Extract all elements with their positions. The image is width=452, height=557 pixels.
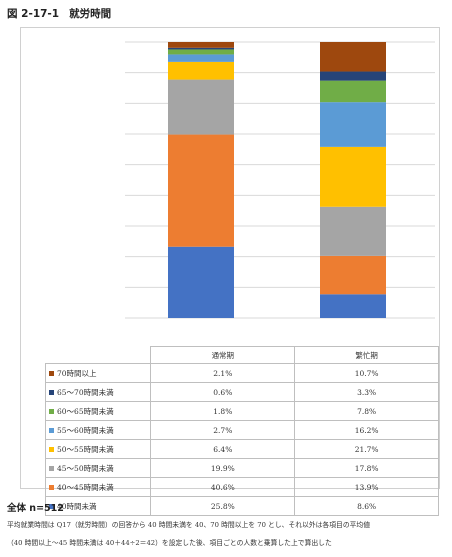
legend-label: 55～60時間未満	[57, 425, 114, 435]
legend-label: 65～70時間未満	[57, 387, 114, 397]
legend-swatch	[49, 428, 54, 433]
legend-entry: 40～45時間未満	[44, 477, 152, 497]
data-label: 19.9%	[150, 458, 296, 478]
bar-segment	[320, 42, 386, 72]
data-label: 3.3%	[294, 382, 439, 402]
legend-swatch	[49, 371, 54, 376]
category-label: 通常期	[150, 346, 296, 364]
bar-segment	[320, 71, 386, 81]
legend-swatch	[49, 447, 54, 452]
table-row: 45～50時間未満 19.9% 17.8%	[44, 458, 439, 478]
table-corner	[45, 346, 152, 364]
table-row: 50～55時間未満 6.4% 21.7%	[44, 439, 439, 459]
legend-entry: 50～55時間未満	[44, 439, 152, 459]
data-label: 16.2%	[294, 420, 439, 440]
data-label: 6.4%	[150, 439, 296, 459]
legend-label: 45～50時間未満	[57, 463, 114, 473]
bar-segment	[320, 294, 386, 318]
bar-segment	[168, 246, 234, 318]
data-label: 17.8%	[294, 458, 439, 478]
data-label: 13.9%	[294, 477, 439, 497]
table-header-row: 通常期 繁忙期	[45, 346, 439, 364]
legend-entry: 70時間以上	[44, 363, 152, 383]
legend-entry: 40時間未満	[44, 496, 152, 516]
legend-entry: 65～70時間未満	[44, 382, 152, 402]
data-label: 10.7%	[294, 363, 439, 383]
bar-segment	[320, 146, 386, 207]
bar-segment	[168, 134, 234, 247]
legend-label: 60～65時間未満	[57, 406, 114, 416]
figure-title: 図 2-17-1 就労時間	[7, 6, 111, 21]
table-row: 40～45時間未満 40.6% 13.9%	[44, 477, 439, 497]
legend-swatch	[49, 504, 54, 509]
figure-number: 図 2-17-1	[7, 8, 60, 20]
chart-area: 通常期 繁忙期 70時間以上 2.1% 10.7% 65～70時間未満 0.6% 3.3% 60…	[20, 27, 440, 516]
sample-size: 全体 n=512	[7, 503, 64, 514]
legend-label: 40時間未満	[57, 501, 97, 511]
stacked-bar-plot	[125, 41, 435, 319]
table-row: 70時間以上 2.1% 10.7%	[44, 363, 439, 383]
table-row: 40時間未満 25.8% 8.6%	[44, 496, 439, 516]
footnote-line-1: 平均就業時間は Q17（就労時間）の回答から 40 時間未満を 40、70 時間…	[7, 521, 371, 529]
data-table: 通常期 繁忙期 70時間以上 2.1% 10.7% 65～70時間未満 0.6% 3.3% 60…	[44, 346, 439, 516]
data-label: 0.6%	[150, 382, 296, 402]
legend-entry: 45～50時間未満	[44, 458, 152, 478]
data-label: 25.8%	[150, 496, 296, 516]
bar-segment	[168, 61, 234, 80]
legend-entry: 55～60時間未満	[44, 420, 152, 440]
table-row: 65～70時間未満 0.6% 3.3%	[44, 382, 439, 402]
footnote-line-2: （40 時間以上～45 時間未満は 40＋44÷2＝42）を設定した後、項目ごと…	[7, 539, 332, 547]
data-label: 21.7%	[294, 439, 439, 459]
data-label: 40.6%	[150, 477, 296, 497]
bar-segment	[168, 49, 234, 55]
legend-swatch	[49, 466, 54, 471]
legend-label: 50～55時間未満	[57, 444, 114, 454]
category-label: 繁忙期	[294, 346, 439, 364]
bar-segment	[168, 42, 234, 48]
legend-label: 70時間以上	[57, 368, 97, 378]
bar-segment	[168, 47, 234, 50]
data-label: 2.7%	[150, 420, 296, 440]
bar-segment	[320, 102, 386, 147]
table-row: 55～60時間未満 2.7% 16.2%	[44, 420, 439, 440]
legend-swatch	[49, 485, 54, 490]
legend-entry: 60～65時間未満	[44, 401, 152, 421]
data-label: 7.8%	[294, 401, 439, 421]
bar-segment	[320, 206, 386, 256]
legend-label: 40～45時間未満	[57, 482, 114, 492]
bar-segment	[168, 54, 234, 62]
data-label: 2.1%	[150, 363, 296, 383]
data-label: 8.6%	[294, 496, 439, 516]
data-label: 1.8%	[150, 401, 296, 421]
bar-segment	[320, 255, 386, 295]
legend-swatch	[49, 390, 54, 395]
figure-caption: 就労時間	[69, 8, 112, 20]
bar-segment	[168, 79, 234, 135]
table-row: 60～65時間未満 1.8% 7.8%	[44, 401, 439, 421]
bar-segment	[320, 80, 386, 103]
legend-swatch	[49, 409, 54, 414]
